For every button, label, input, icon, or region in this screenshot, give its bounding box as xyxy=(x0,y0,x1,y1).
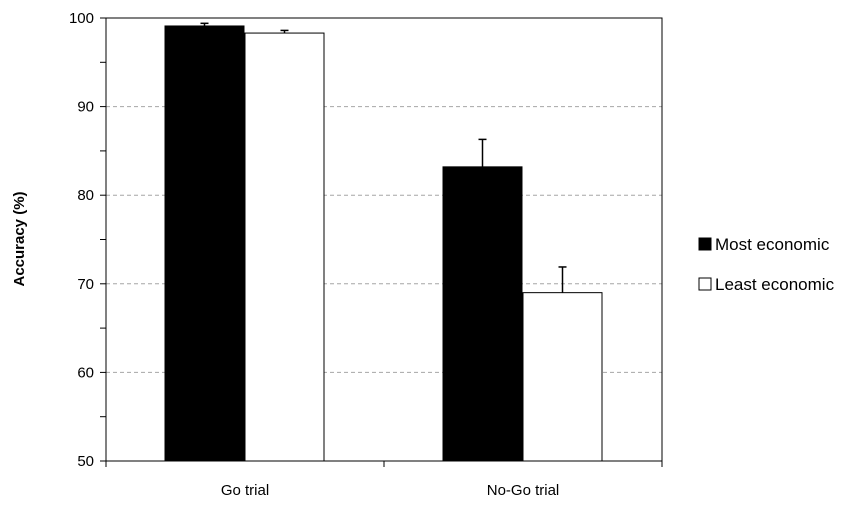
y-tick-labels: 50 60 70 80 90 100 xyxy=(69,10,94,470)
bar-least-economic xyxy=(522,292,603,462)
legend: Most economic Least economic xyxy=(698,235,835,294)
legend-item: Most economic xyxy=(698,235,830,254)
legend-item: Least economic xyxy=(698,275,835,294)
y-tick-label: 50 xyxy=(77,453,94,470)
legend-swatch xyxy=(698,277,712,291)
error-bars xyxy=(200,22,567,293)
axes xyxy=(100,17,663,467)
y-tick-label: 90 xyxy=(77,99,94,116)
legend-label: Least economic xyxy=(715,275,835,294)
y-tick-label: 100 xyxy=(69,10,94,27)
y-axis-title: Accuracy (%) xyxy=(11,191,28,286)
error-bar xyxy=(200,22,209,26)
bars xyxy=(164,25,603,462)
error-bar xyxy=(280,29,289,34)
x-tick-label: Go trial xyxy=(221,482,269,499)
error-bar xyxy=(558,266,567,293)
bar-most-economic xyxy=(164,25,245,462)
y-tick-label: 60 xyxy=(77,364,94,381)
bar-least-economic xyxy=(244,32,325,462)
error-bar xyxy=(478,138,487,167)
x-tick-labels: Go trial No-Go trial xyxy=(221,482,559,499)
x-tick-label: No-Go trial xyxy=(487,482,560,499)
y-tick-label: 80 xyxy=(77,187,94,204)
legend-label: Most economic xyxy=(715,235,830,254)
y-tick-label: 70 xyxy=(77,276,94,293)
bar-most-economic xyxy=(442,166,523,462)
legend-swatch xyxy=(698,237,712,251)
